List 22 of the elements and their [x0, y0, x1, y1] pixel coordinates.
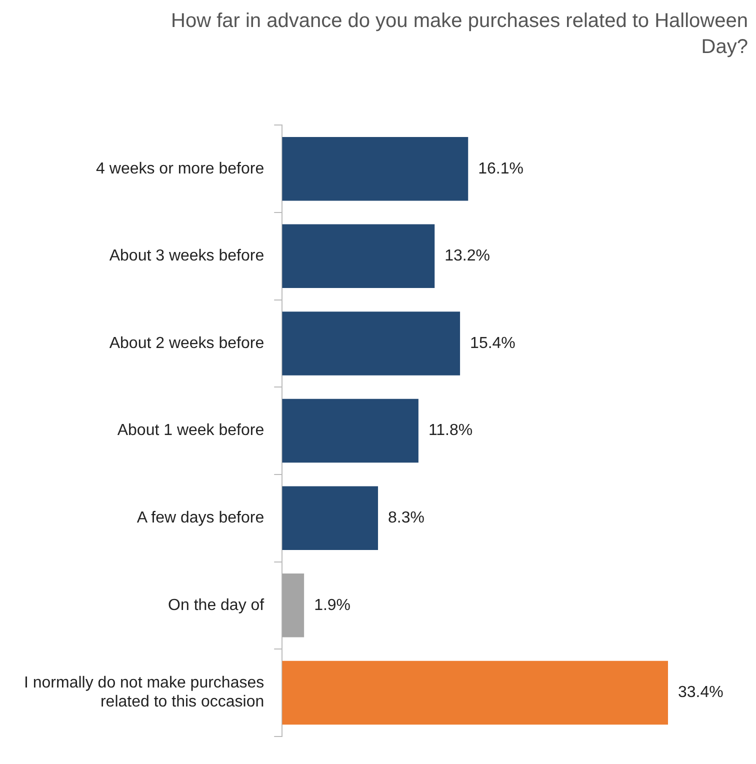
data-label: 11.8% [428, 422, 473, 440]
y-tick-label: A few days before [136, 510, 264, 527]
bar [282, 312, 460, 376]
y-tick-label: I normally do not make purchases related to this occasion [24, 674, 264, 711]
y-tick-label: On the day of [168, 596, 265, 614]
bar [282, 224, 435, 288]
chart-title: How far in advance do you make purchases related to Halloween Day? [170, 9, 748, 60]
data-label: 33.4% [678, 684, 724, 702]
bar [282, 574, 304, 638]
y-tick-label: About 1 week before [117, 422, 264, 440]
y-tick-label: About 2 weeks before [109, 334, 264, 352]
bar [282, 486, 378, 550]
data-label: 8.3% [388, 510, 424, 527]
data-label: 16.1% [478, 160, 524, 178]
bar [282, 398, 418, 463]
y-tick-label: About 3 weeks before [109, 248, 264, 265]
data-label: 1.9% [314, 596, 351, 614]
bar [282, 660, 668, 725]
data-label: 13.2% [444, 248, 490, 265]
data-label: 15.4% [470, 334, 516, 352]
bar [282, 136, 468, 201]
y-tick-label: 4 weeks or more before [96, 160, 264, 178]
